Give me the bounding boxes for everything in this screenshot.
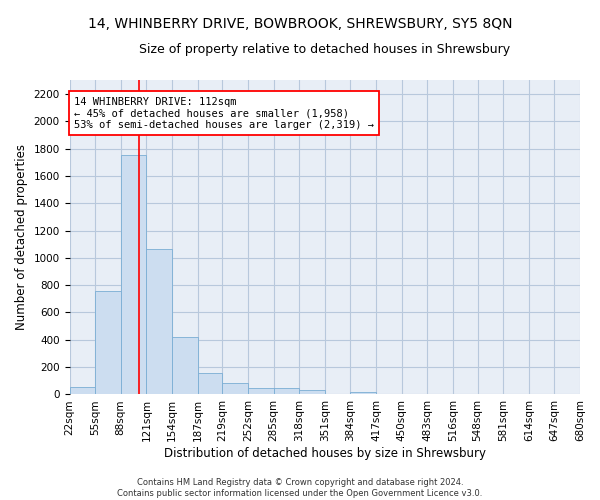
Bar [350, 392, 376, 394]
Title: Size of property relative to detached houses in Shrewsbury: Size of property relative to detached ho… [139, 42, 511, 56]
Text: Contains HM Land Registry data © Crown copyright and database right 2024.
Contai: Contains HM Land Registry data © Crown c… [118, 478, 482, 498]
Bar [121, 156, 146, 394]
Text: 14 WHINBERRY DRIVE: 112sqm
← 45% of detached houses are smaller (1,958)
53% of s: 14 WHINBERRY DRIVE: 112sqm ← 45% of deta… [74, 96, 374, 130]
Y-axis label: Number of detached properties: Number of detached properties [15, 144, 28, 330]
Bar [172, 337, 197, 394]
X-axis label: Distribution of detached houses by size in Shrewsbury: Distribution of detached houses by size … [164, 447, 486, 460]
Bar [197, 372, 223, 394]
Bar [299, 390, 325, 394]
Bar [146, 249, 172, 394]
Bar [70, 387, 95, 394]
Text: 14, WHINBERRY DRIVE, BOWBROOK, SHREWSBURY, SY5 8QN: 14, WHINBERRY DRIVE, BOWBROOK, SHREWSBUR… [88, 18, 512, 32]
Bar [248, 388, 274, 394]
Bar [274, 388, 299, 394]
Bar [95, 290, 121, 395]
Bar [223, 383, 248, 394]
